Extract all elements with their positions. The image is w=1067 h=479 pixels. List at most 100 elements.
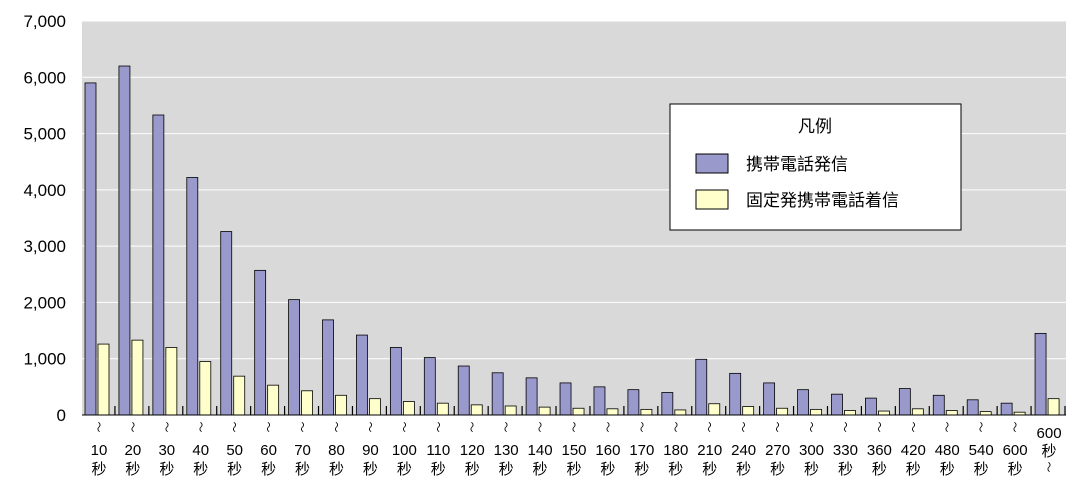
x-tick-unit: 秒 bbox=[499, 460, 514, 478]
bar-series-2 bbox=[504, 405, 517, 416]
x-tick-unit: 秒 bbox=[533, 460, 548, 478]
x-tick-unit: 秒 bbox=[566, 460, 581, 478]
bar-series-1 bbox=[389, 347, 402, 416]
x-tick-number: 120 bbox=[460, 442, 485, 459]
bar-series-2 bbox=[945, 410, 958, 416]
x-tick-unit: 秒 bbox=[668, 460, 683, 478]
bar-series-2 bbox=[979, 411, 992, 416]
x-tick-label: 〜 40秒 bbox=[192, 422, 209, 479]
legend: 凡例 携帯電話発信 固定発携帯電話着信 bbox=[669, 103, 962, 231]
y-tick-label: 3,000 bbox=[23, 237, 66, 256]
x-tick-unit: 秒 bbox=[465, 460, 480, 478]
bar-series-1 bbox=[84, 82, 97, 416]
y-tick-label: 7,000 bbox=[23, 12, 66, 31]
x-tick-label: 〜 20秒 bbox=[125, 422, 142, 479]
bar-series-2 bbox=[369, 398, 381, 416]
x-tick-range-mark: 〜 bbox=[397, 422, 410, 433]
x-tick-unit: 秒 bbox=[363, 460, 378, 478]
bar-series-1 bbox=[1034, 332, 1047, 416]
bars bbox=[84, 65, 1066, 416]
x-tick-unit: 秒 bbox=[295, 460, 310, 478]
x-tick-label: 〜 70秒 bbox=[294, 422, 311, 479]
x-tick-number: 330 bbox=[833, 442, 858, 459]
bar-series-2 bbox=[470, 404, 483, 416]
bar-series-1 bbox=[152, 114, 165, 416]
x-tick-number: 180 bbox=[663, 442, 688, 459]
x-tick-range-mark: 〜 bbox=[228, 422, 241, 433]
bar-series-2 bbox=[878, 410, 890, 416]
x-tick-label: 〜 30秒 bbox=[158, 422, 175, 479]
x-tick-number: 150 bbox=[561, 442, 586, 459]
x-tick-number: 600 bbox=[1037, 425, 1062, 442]
x-tick-range-mark: 〜 bbox=[1008, 421, 1021, 432]
legend-swatch-series-1 bbox=[695, 153, 729, 174]
x-tick-number: 60 bbox=[260, 442, 277, 459]
bar-series-1 bbox=[356, 334, 368, 416]
bar-series-2 bbox=[165, 347, 178, 416]
x-tick-unit: 秒 bbox=[1042, 442, 1057, 460]
x-tick-unit: 秒 bbox=[872, 460, 887, 478]
x-tick-unit: 秒 bbox=[804, 460, 819, 478]
x-tick-number: 80 bbox=[328, 442, 345, 459]
legend-label-series-1: 携帯電話発信 bbox=[746, 155, 848, 175]
x-tick-number: 160 bbox=[595, 442, 620, 459]
x-tick-unit: 秒 bbox=[838, 460, 853, 478]
bar-series-2 bbox=[335, 394, 347, 416]
x-tick-unit: 秒 bbox=[702, 460, 717, 478]
bar-series-1 bbox=[729, 372, 742, 416]
bar-series-2 bbox=[742, 406, 755, 416]
legend-label-series-2: 固定発携帯電話着信 bbox=[746, 191, 899, 211]
x-tick-range-mark: 〜 bbox=[567, 422, 580, 433]
x-tick-range-mark: 〜 bbox=[906, 422, 919, 433]
gridlines bbox=[82, 20, 1066, 360]
x-tick-range-mark: 〜 bbox=[737, 422, 750, 433]
x-tick-unit: 秒 bbox=[193, 460, 208, 478]
x-tick-range-mark: 〜 bbox=[974, 422, 987, 433]
x-tick-number: 600 bbox=[1003, 442, 1028, 459]
bar-series-2 bbox=[97, 343, 110, 416]
bar-series-1 bbox=[865, 397, 877, 416]
x-tick-unit: 秒 bbox=[634, 460, 649, 478]
bar-series-1 bbox=[186, 177, 199, 416]
x-tick-range-mark: 〜 bbox=[635, 422, 648, 433]
x-tick-number: 140 bbox=[528, 442, 553, 459]
x-tick-range-mark: 〜 bbox=[363, 422, 376, 433]
bar-series-1 bbox=[118, 65, 131, 416]
x-tick-number: 100 bbox=[392, 442, 417, 459]
bar-series-2 bbox=[538, 406, 551, 416]
bar-series-2 bbox=[572, 407, 585, 416]
bar-series-2 bbox=[674, 409, 687, 416]
bar-series-2 bbox=[640, 408, 653, 416]
y-tick-label: 6,000 bbox=[23, 68, 66, 87]
bar-series-2 bbox=[708, 403, 721, 416]
x-tick-range-mark: 〜 bbox=[669, 422, 682, 433]
x-tick-unit: 秒 bbox=[227, 460, 242, 478]
bar-series-1 bbox=[1000, 402, 1013, 416]
bar-series-1 bbox=[898, 388, 911, 416]
bar-series-2 bbox=[402, 401, 415, 416]
y-tick-label: 1,000 bbox=[23, 350, 66, 369]
bar-series-2 bbox=[844, 410, 856, 416]
y-tick-label: 2,000 bbox=[23, 293, 66, 312]
y-tick-label: 5,000 bbox=[23, 125, 66, 144]
x-tick-unit: 秒 bbox=[736, 460, 751, 478]
bar-series-2 bbox=[199, 361, 212, 416]
bar-series-2 bbox=[301, 390, 313, 416]
x-tick-label: 〜 80秒 bbox=[328, 422, 345, 479]
bar-series-2 bbox=[810, 408, 822, 416]
bar-series-2 bbox=[436, 402, 449, 416]
y-tick-label: 0 bbox=[57, 406, 66, 425]
bar-series-1 bbox=[220, 231, 233, 416]
bar-series-1 bbox=[525, 377, 538, 416]
x-tick-range-mark: 〜 bbox=[771, 422, 784, 433]
x-tick-unit: 秒 bbox=[125, 460, 140, 478]
x-tick-number: 480 bbox=[935, 442, 960, 459]
bar-series-1 bbox=[593, 386, 606, 416]
